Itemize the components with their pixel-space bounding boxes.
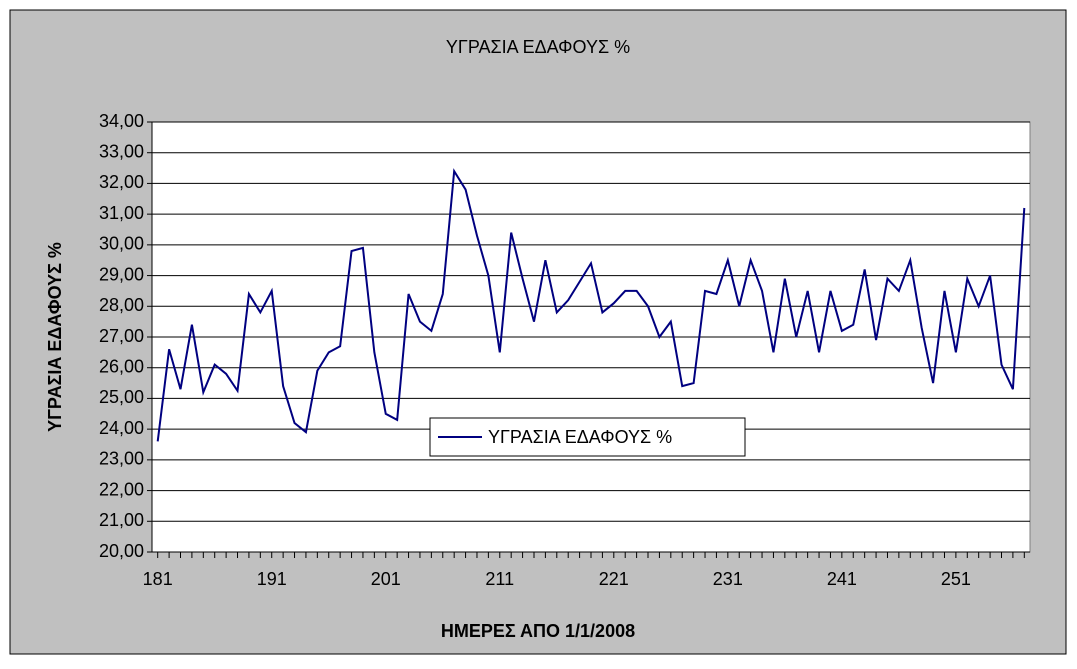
x-tick-label: 181 xyxy=(143,569,173,589)
x-tick-label: 201 xyxy=(371,569,401,589)
y-tick-label: 25,00 xyxy=(99,387,144,407)
y-tick-label: 26,00 xyxy=(99,356,144,376)
y-tick-label: 29,00 xyxy=(99,264,144,284)
y-tick-label: 28,00 xyxy=(99,295,144,315)
x-axis-label: ΗΜΕΡΕΣ ΑΠΟ 1/1/2008 xyxy=(441,621,635,641)
y-tick-label: 33,00 xyxy=(99,141,144,161)
x-tick-label: 251 xyxy=(941,569,971,589)
y-tick-label: 27,00 xyxy=(99,326,144,346)
y-tick-label: 21,00 xyxy=(99,510,144,530)
x-tick-label: 221 xyxy=(599,569,629,589)
x-tick-label: 241 xyxy=(827,569,857,589)
y-tick-label: 22,00 xyxy=(99,479,144,499)
y-tick-label: 24,00 xyxy=(99,418,144,438)
y-tick-label: 34,00 xyxy=(99,111,144,131)
chart-title: ΥΓΡΑΣΙΑ ΕΔΑΦΟΥΣ % xyxy=(446,37,630,57)
y-tick-label: 30,00 xyxy=(99,234,144,254)
data-line xyxy=(156,168,1026,442)
x-tick-label: 211 xyxy=(485,569,514,589)
y-tick-label: 32,00 xyxy=(99,172,144,192)
legend-label: ΥΓΡΑΣΙΑ ΕΔΑΦΟΥΣ % xyxy=(488,427,672,447)
y-tick-label: 31,00 xyxy=(99,203,144,223)
legend-box xyxy=(429,417,746,457)
x-tick-label: 231 xyxy=(713,569,743,589)
y-axis-label: ΥΓΡΑΣΙΑ ΕΔΑΦΟΥΣ % xyxy=(45,242,65,432)
y-tick-label: 23,00 xyxy=(99,449,144,469)
y-tick-label: 20,00 xyxy=(99,541,144,561)
x-tick-label: 191 xyxy=(257,569,287,589)
